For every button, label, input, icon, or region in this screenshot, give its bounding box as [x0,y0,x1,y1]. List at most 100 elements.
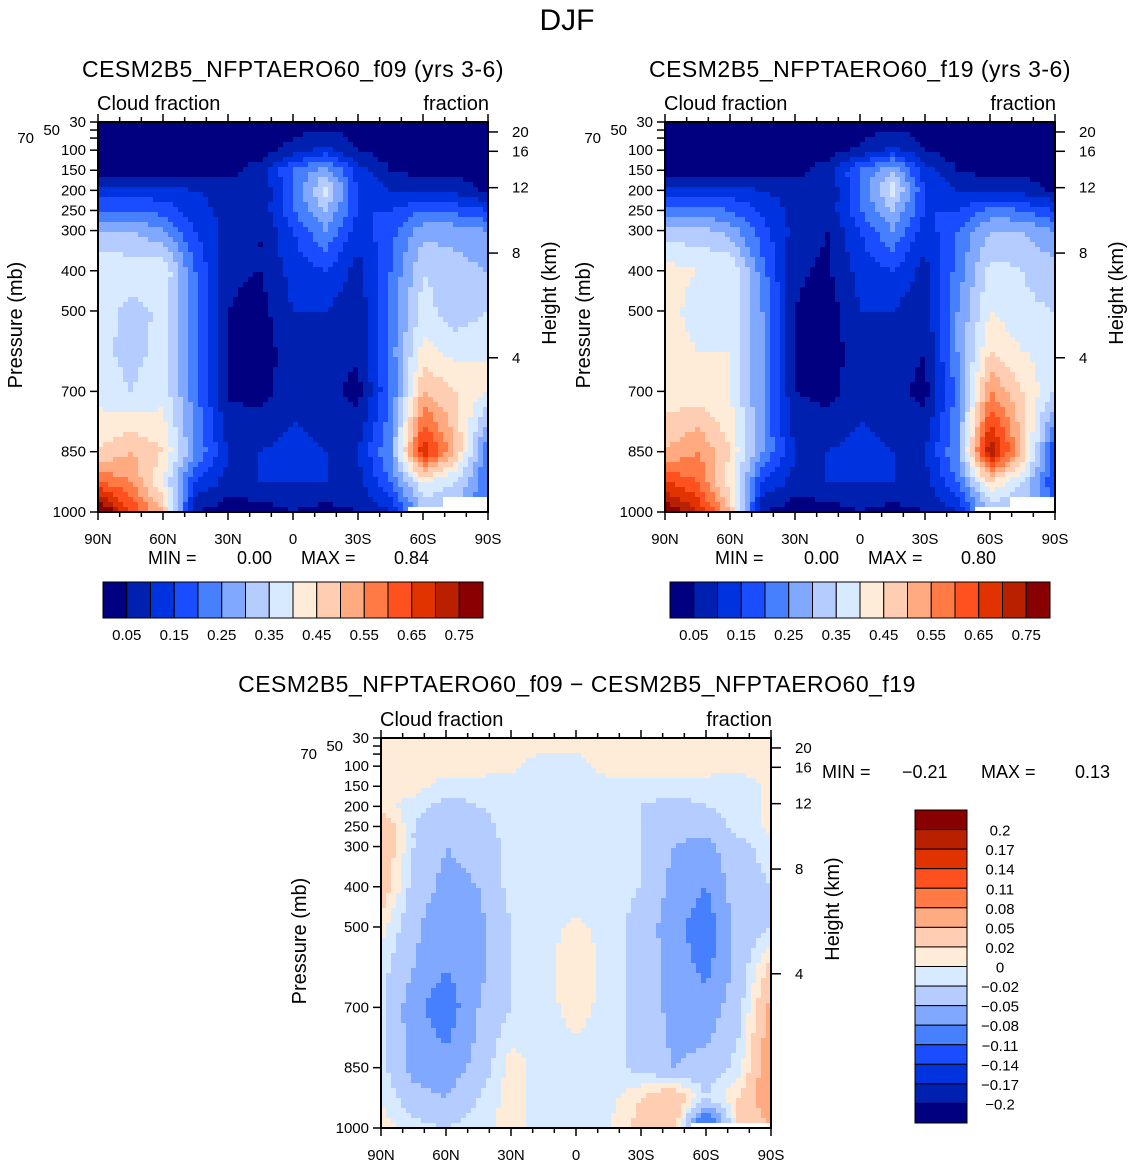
contour-cell [456,988,481,993]
contour-cell [770,317,780,322]
contour-cell [965,447,970,452]
contour-cell [393,352,403,357]
contour-cell [1015,337,1055,342]
contour-cell [1005,437,1015,442]
contour-cell [178,497,183,502]
contour-cell [895,477,930,482]
contour-cell [711,903,731,908]
contour-cell [671,853,721,858]
contour-cell [755,412,765,417]
contour-cell [318,202,328,207]
contour-cell [950,352,960,357]
contour-cell [481,1003,511,1008]
contour-cell [665,232,725,237]
contour-cell [850,262,880,267]
y2-tick-label: 12 [795,796,812,813]
contour-cell [746,1028,756,1033]
contour-cell [940,312,950,317]
contour-cell [381,1033,386,1038]
contour-cell [378,482,393,487]
contour-cell [168,477,178,482]
contour-cell [875,162,905,167]
contour-cell [780,417,790,422]
contour-cell [168,422,173,427]
contour-cell [905,232,915,237]
contour-cell [333,172,343,177]
contour-cell [343,167,353,172]
contour-cell [1025,462,1030,467]
contour-cell [780,317,785,322]
contour-cell [173,402,183,407]
contour-cell [970,392,975,397]
contour-cell [496,833,641,838]
contour-cell [746,1048,751,1053]
contour-cell [766,1023,771,1028]
contour-cell [398,457,403,462]
colorbar-label: 0.02 [985,940,1014,957]
contour-cell [830,402,920,407]
contour-cell [378,477,388,482]
contour-cell [780,302,785,307]
contour-field [381,738,771,1128]
contour-cell [501,853,641,858]
contour-cell [388,417,393,422]
contour-cell [333,162,348,167]
contour-cell [1020,482,1030,487]
contour-cell [473,492,488,497]
contour-cell [1010,332,1055,337]
contour-cell [436,883,476,888]
contour-cell [975,422,980,427]
contour-cell [388,162,488,167]
contour-cell [960,372,965,377]
contour-cell [850,187,860,192]
contour-cell [1040,422,1045,427]
contour-cell [113,437,148,442]
contour-cell [985,367,1010,372]
contour-cell [388,312,398,317]
contour-cell [483,312,488,317]
contour-cell [840,367,915,372]
contour-cell [1015,377,1035,382]
contour-cell [975,347,980,352]
contour-cell [443,497,488,502]
contour-cell [408,312,418,317]
contour-cell [751,843,771,848]
contour-cell [770,332,780,337]
contour-cell [348,277,363,282]
contour-cell [1025,282,1055,287]
contour-cell [183,237,198,242]
contour-cell [403,432,408,437]
y-axis-label: Pressure (mb) [5,262,27,389]
contour-cell [980,497,990,502]
y-tick-label: 200 [344,798,369,815]
contour-cell [403,257,418,262]
contour-cell [661,908,691,913]
contour-cell [228,332,273,337]
contour-cell [780,422,790,427]
contour-cell [895,452,925,457]
contour-cell [258,467,328,472]
contour-cell [223,467,258,472]
contour-cell [940,242,955,247]
contour-cell [721,813,761,818]
contour-cell [213,457,228,462]
contour-cell [840,317,930,322]
contour-cell [198,357,208,362]
contour-cell [765,437,775,442]
contour-cell [665,187,755,192]
contour-cell [473,462,483,467]
contour-cell [730,382,740,387]
contour-cell [478,457,483,462]
contour-cell [980,307,1050,312]
contour-cell [770,422,780,427]
contour-cell [386,998,406,1003]
contour-cell [478,427,483,432]
contour-cell [198,397,208,402]
contour-cell [995,457,1000,462]
contour-cell [323,222,328,227]
contour-cell [975,377,980,382]
contour-cell [388,377,398,382]
contour-cell [278,347,368,352]
contour-cell [368,402,378,407]
contour-cell [238,172,268,177]
